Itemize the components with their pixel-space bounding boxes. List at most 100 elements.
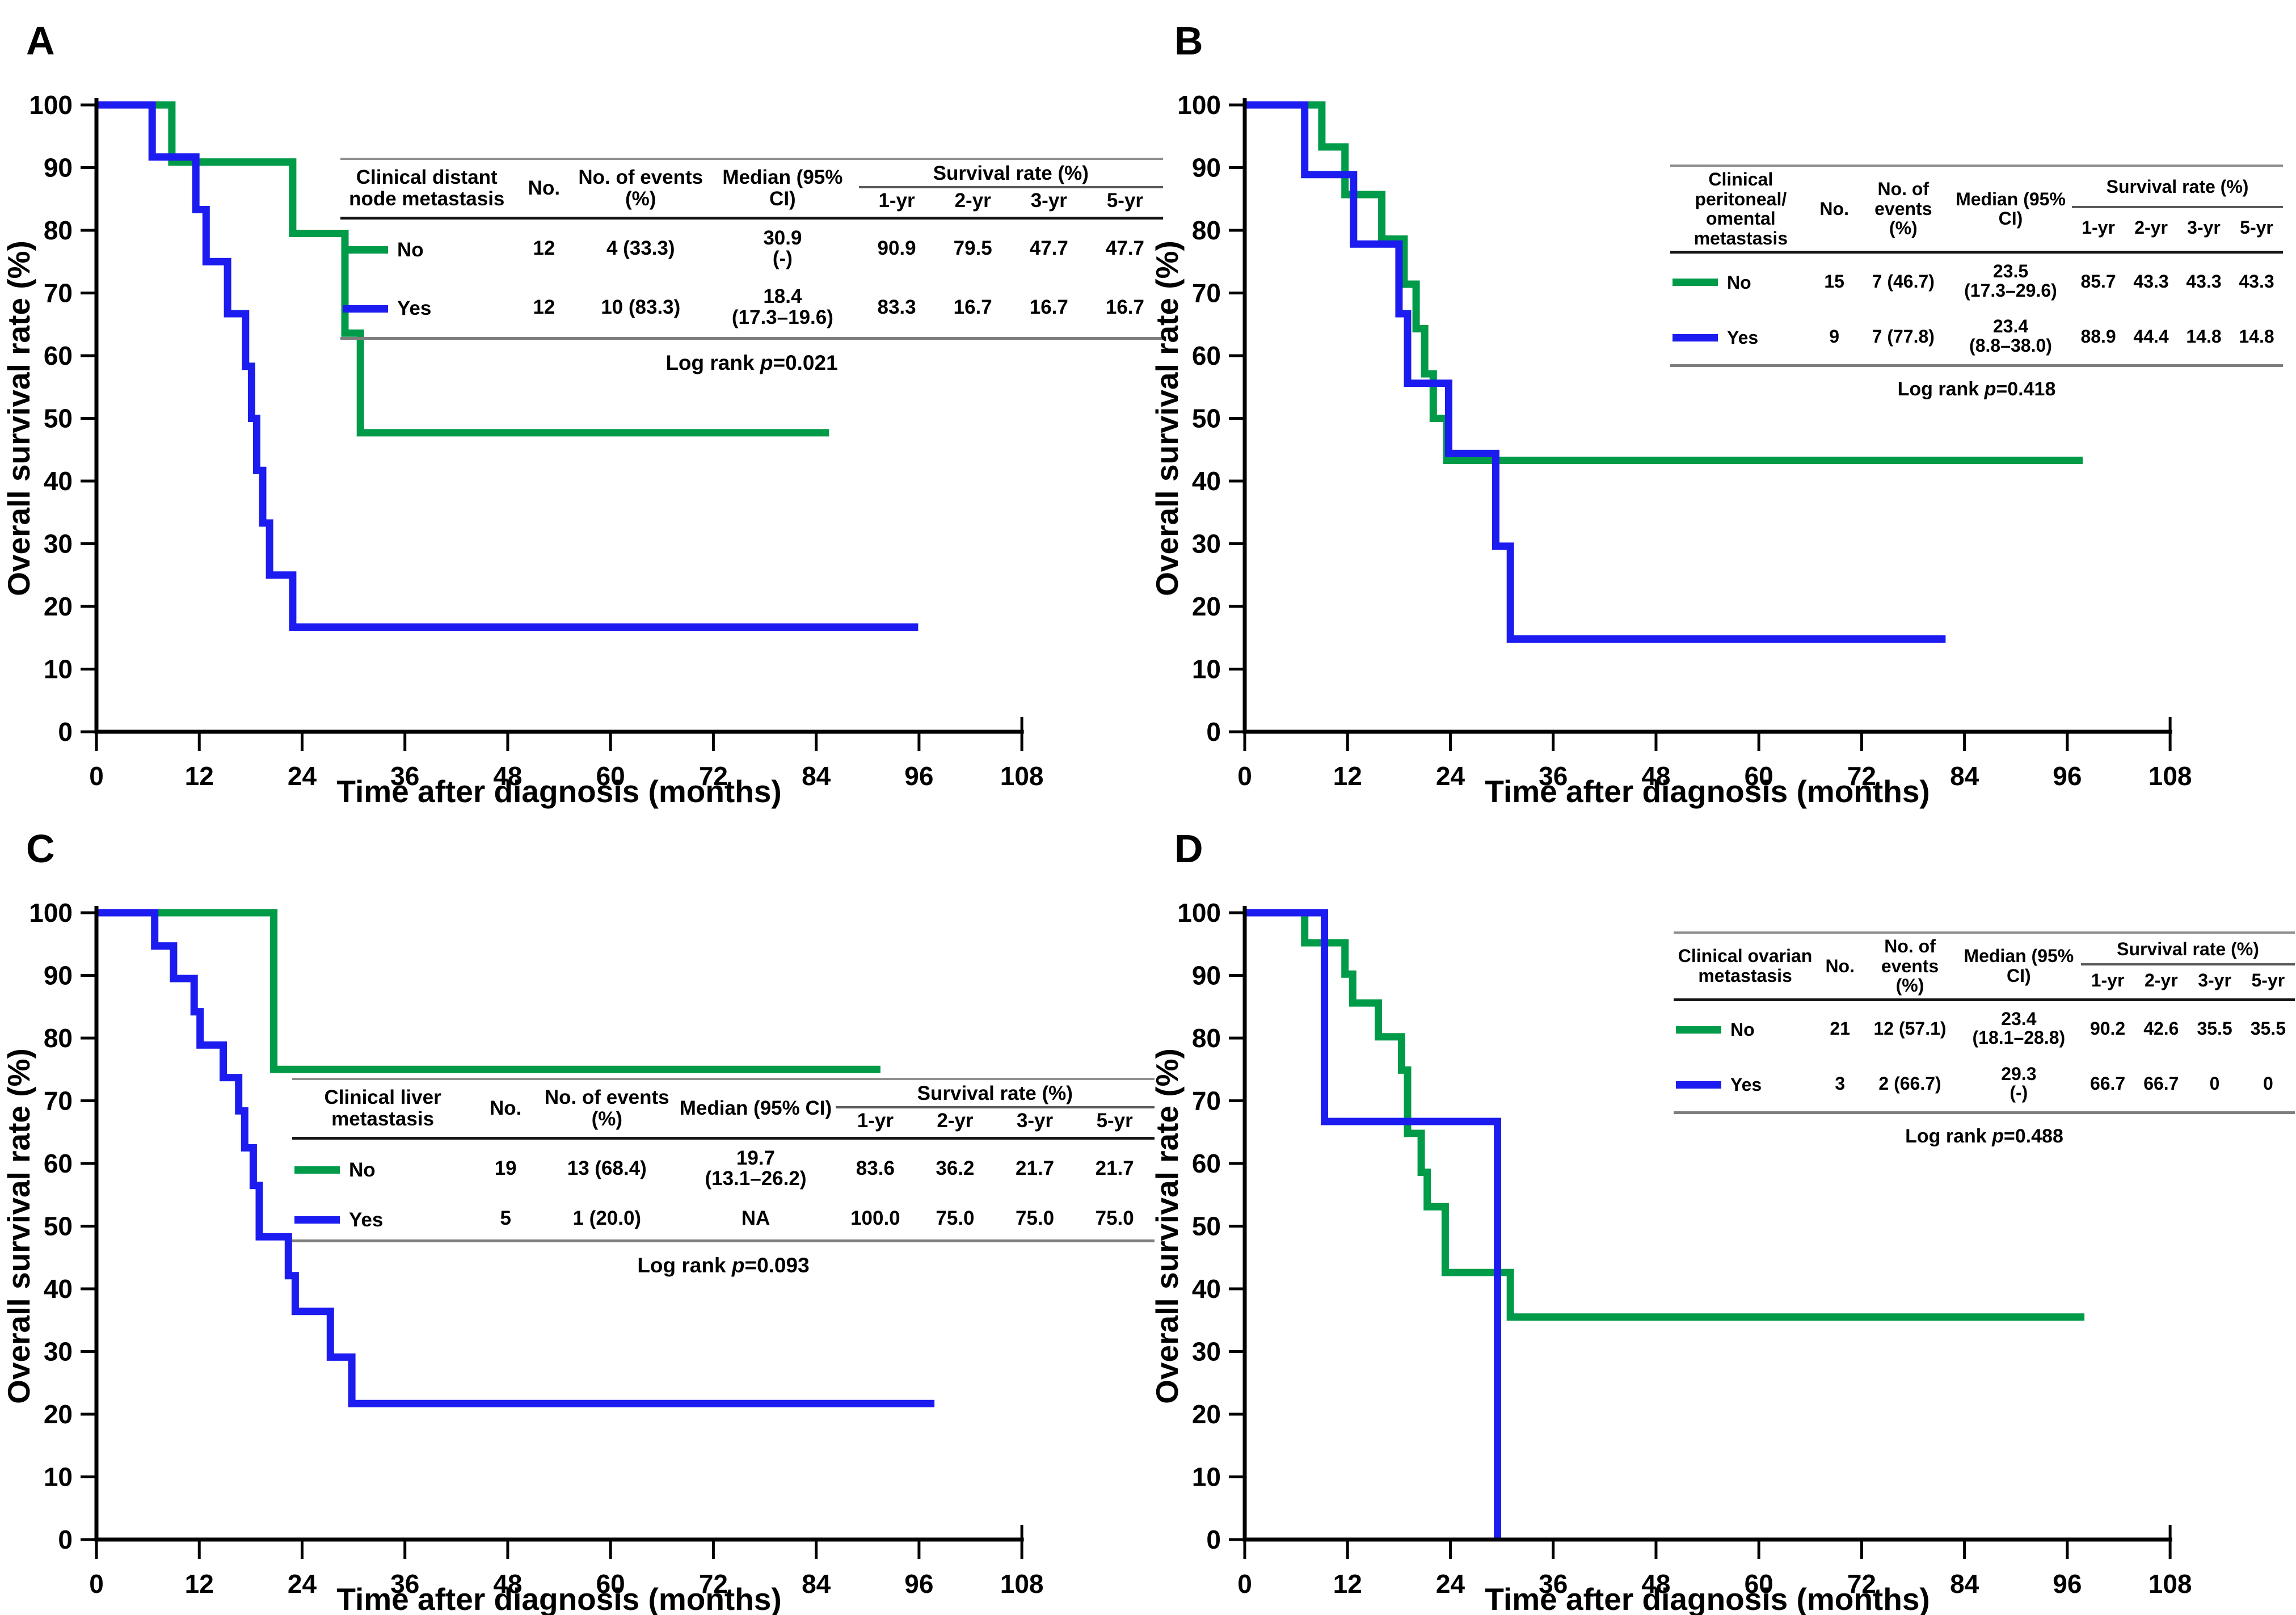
km-plot-b: B Overall survival rate (%) Time after dia… (1149, 19, 2192, 809)
log-rank-text: Log rank p=0.093 (292, 1254, 1155, 1277)
log-rank-p-symbol: p (1984, 378, 1996, 400)
y-tick-label: 10 (44, 1462, 73, 1492)
x-tick-label: 36 (1539, 761, 1568, 791)
stats-table: Clinical ovarian metastasis No. No. of eve… (1674, 931, 2295, 1115)
survival-rate-value: 43.3 (2186, 271, 2222, 292)
col-year-1-yr: 1-yr (2091, 969, 2125, 990)
median-line: (17.3–19.6) (731, 306, 833, 328)
col-year-5-yr: 5-yr (1106, 189, 1144, 212)
survival-rate-value: 79.5 (953, 237, 992, 260)
median-cell: 18.4 (17.3–19.6) (706, 278, 858, 338)
x-tick-label: 60 (596, 1569, 625, 1599)
col-year-2-yr: 2-yr (2134, 217, 2168, 238)
survival-rate-value: 75.0 (1015, 1207, 1055, 1230)
y-tick-label: 80 (1192, 216, 1221, 245)
km-curve-yes (1245, 101, 1946, 643)
legend-swatch-yes-icon (1676, 1081, 1721, 1089)
survival-rate-value: 35.5 (2197, 1018, 2232, 1039)
events-value: 2 (66.7) (1878, 1073, 1941, 1094)
x-tick-label: 0 (89, 761, 104, 791)
y-tick-label: 100 (29, 90, 73, 120)
x-tick-label: 36 (390, 1569, 419, 1599)
log-rank-value: =0.021 (773, 351, 838, 374)
log-rank-value: =0.093 (744, 1253, 810, 1277)
table-row: Yes 9 7 (77.8) 23.4 (8.8–38.0) 88.9 44.4 14.8 14… (1670, 309, 2283, 365)
y-tick-label: 70 (44, 1086, 73, 1116)
n-value: 19 (494, 1157, 517, 1180)
y-tick-label: 0 (1206, 717, 1221, 747)
x-tick-label: 24 (288, 761, 317, 791)
y-tick-label: 30 (44, 1337, 73, 1367)
col-events: No. of events (%) (1881, 936, 1939, 996)
group-cell: No (1670, 252, 1811, 309)
survival-rate-value: 21.7 (1015, 1157, 1055, 1180)
x-tick-label: 12 (185, 1569, 214, 1599)
x-tick-label: 72 (1847, 761, 1876, 791)
table-row: Yes 5 1 (20.0) NA 100.0 75.0 75.0 75.0 (292, 1198, 1155, 1241)
y-tick-label: 50 (1192, 404, 1221, 433)
group-name: Yes (1727, 327, 1759, 348)
log-rank-p-symbol: p (760, 351, 773, 374)
y-tick-label: 0 (1206, 1525, 1221, 1554)
col-year-5-yr: 5-yr (2251, 969, 2285, 990)
survival-rate-value: 90.9 (877, 237, 916, 260)
survival-rate-value: 66.7 (2143, 1073, 2179, 1094)
x-tick-label: 60 (1745, 761, 1773, 791)
y-tick-label: 80 (44, 1023, 73, 1053)
x-tick-label: 84 (1950, 761, 1979, 791)
y-axis-title: Overall survival rate (%) (1149, 1048, 1185, 1404)
km-plot-c: C Overall survival rate (%) Time after dia… (1, 827, 1043, 1615)
survival-rate-value: 75.0 (1095, 1207, 1134, 1230)
x-tick-label: 72 (699, 1569, 728, 1599)
stats-table: Clinical liver metastasis No. No. of event… (292, 1078, 1155, 1242)
group-cell: No (292, 1138, 473, 1198)
group-name: No (397, 238, 424, 261)
table-header: Clinical ovarian metastasis No. No. of eve… (1674, 933, 2295, 1000)
y-axis-title: Overall survival rate (%) (1149, 241, 1185, 596)
table-row: No 21 12 (57.1) 23.4 (18.1–28.8) 90.2 42.6 35.5… (1674, 1000, 2295, 1056)
x-tick-label: 96 (2053, 761, 2082, 791)
median-line: 30.9 (763, 226, 802, 249)
stats-overlay-b: Clinical peritoneal/ omental metastasis N… (1670, 165, 2283, 400)
log-rank-prefix: Log rank (1897, 378, 1985, 400)
y-tick-label: 40 (44, 466, 73, 496)
y-tick-label: 20 (1192, 1399, 1221, 1429)
x-tick-label: 84 (802, 1569, 831, 1599)
survival-rate-value: 0 (2209, 1073, 2220, 1094)
survival-rate-value: 36.2 (936, 1157, 975, 1180)
y-tick-label: 80 (1192, 1023, 1221, 1053)
table-header: Clinical liver metastasis No. No. of event… (292, 1079, 1155, 1138)
col-median: Median (95% CI) (1964, 946, 2074, 986)
x-tick-label: 48 (493, 761, 522, 791)
log-rank-value: =0.488 (2003, 1125, 2063, 1148)
log-rank-value: =0.418 (1996, 378, 2056, 400)
panel-d: D Overall survival rate (%) Time after dia… (1148, 808, 2296, 1615)
y-axis-title: Overall survival rate (%) (1, 241, 36, 596)
stats-overlay-a: Clinical distant node metastasis No. No. o… (340, 158, 1163, 375)
col-year-5-yr: 5-yr (1096, 1109, 1133, 1132)
km-curve-no (96, 909, 881, 1073)
col-year-3-yr: 3-yr (1030, 189, 1067, 212)
median-cell: 30.9 (-) (706, 218, 858, 278)
median-cell: NA (676, 1198, 835, 1241)
group-name: Yes (397, 297, 432, 320)
y-tick-label: 100 (1177, 898, 1221, 927)
y-tick-label: 20 (44, 592, 73, 621)
table-body: No 12 4 (33.3) 30.9 (-) 90.9 79.5 47.7 47.7 Yes 12… (340, 218, 1163, 338)
y-tick-label: 90 (1192, 961, 1221, 990)
y-tick-label: 0 (58, 717, 73, 747)
legend-swatch-no-icon (294, 1166, 340, 1174)
log-rank-prefix: Log rank (1905, 1125, 1992, 1148)
x-axis-title: Time after diagnosis (months) (1485, 1582, 1930, 1615)
table-header: Clinical distant node metastasis No. No. o… (340, 159, 1163, 218)
y-tick-label: 70 (1192, 1086, 1221, 1116)
table-row: Yes 3 2 (66.7) 29.3 (-) 66.7 66.7 0 0 (1674, 1056, 2295, 1113)
x-tick-label: 24 (1436, 1569, 1465, 1599)
log-rank-text: Log rank p=0.418 (1670, 378, 2283, 400)
x-tick-label: 108 (2148, 761, 2192, 791)
y-tick-label: 60 (1192, 1149, 1221, 1178)
median-cell: 19.7 (13.1–26.2) (676, 1138, 835, 1198)
col-year-2-yr: 2-yr (954, 189, 991, 212)
table-row: Yes 12 10 (83.3) 18.4 (17.3–19.6) 83.3 16.7 16.… (340, 278, 1163, 338)
legend-swatch-no-icon (1673, 279, 1718, 286)
